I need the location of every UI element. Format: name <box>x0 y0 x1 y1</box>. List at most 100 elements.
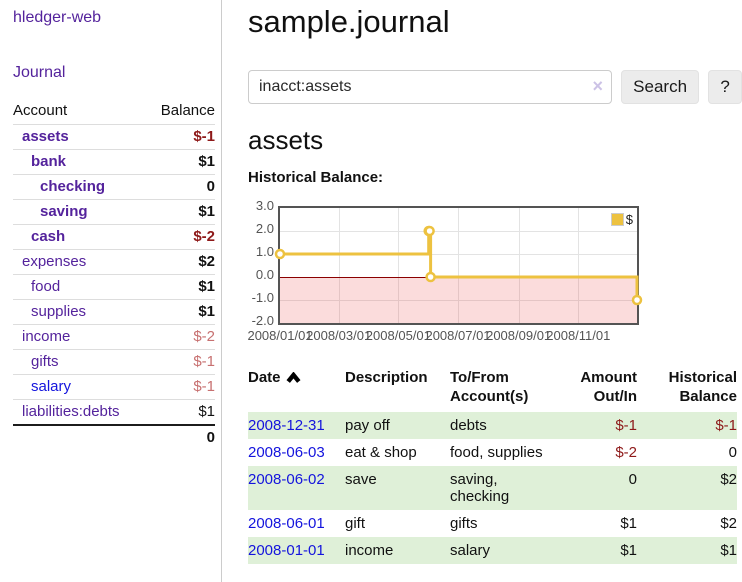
sort-chevron-up-icon <box>286 369 301 388</box>
account-balance: $2 <box>146 249 215 275</box>
gridline <box>338 208 340 323</box>
account-balance: $-1 <box>146 124 215 150</box>
gridline <box>578 208 580 323</box>
transaction-date-link[interactable]: 2008-01-01 <box>248 542 325 559</box>
search-button[interactable]: Search <box>621 70 700 104</box>
account-balance: $-1 <box>146 349 215 375</box>
account-link-income[interactable]: income <box>22 328 71 345</box>
account-link-gifts[interactable]: gifts <box>31 353 59 370</box>
y-axis: 3.0 2.0 1.0 0.0 -1.0 -2.0 <box>248 198 274 328</box>
main-content: sample.journal × Search ? assets Histori… <box>223 0 742 582</box>
account-row-expenses: expenses $2 <box>13 249 215 275</box>
account-link-supplies[interactable]: supplies <box>31 303 87 320</box>
account-link-assets[interactable]: assets <box>22 128 69 145</box>
register-header-date-label: Date <box>248 369 281 386</box>
account-row-salary: salary $-1 <box>13 374 215 400</box>
transaction-date-link[interactable]: 2008-06-03 <box>248 444 325 461</box>
app-title-link[interactable]: hledger-web <box>13 9 102 26</box>
data-point-marker <box>424 225 435 237</box>
register-header-tofrom: To/From Account(s) <box>450 369 529 405</box>
account-row-saving: saving $1 <box>13 199 215 225</box>
gridline <box>518 208 520 323</box>
x-axis-tick-label: 2008/01/01 <box>247 328 313 343</box>
account-row-checking: checking 0 <box>13 174 215 200</box>
transaction-description: income <box>345 537 450 564</box>
account-row-food: food $1 <box>13 274 215 300</box>
transaction-amount: $1 <box>565 537 637 564</box>
search-form: × Search ? <box>248 70 742 104</box>
account-balance: $1 <box>146 199 215 225</box>
transaction-balance: $2 <box>720 515 737 532</box>
y-axis-tick-label: 1.0 <box>255 244 274 259</box>
help-button[interactable]: ? <box>708 70 742 104</box>
account-balance: $1 <box>146 399 215 425</box>
transaction-amount: $1 <box>620 515 637 532</box>
accounts-header-balance: Balance <box>160 102 215 119</box>
account-balance: $1 <box>146 149 215 175</box>
account-link-bank[interactable]: bank <box>31 153 67 170</box>
x-axis-tick-label: 2008/03/01 <box>306 328 372 343</box>
register-row: 2008-01-01 income salary $1 $1 <box>248 537 737 564</box>
data-point-marker <box>425 271 436 283</box>
transaction-description: save <box>345 466 450 510</box>
transaction-date-link[interactable]: 2008-06-01 <box>248 515 325 532</box>
transaction-amount: 0 <box>565 466 637 510</box>
account-link-food[interactable]: food <box>31 278 61 295</box>
x-axis-tick-label: 2008/07/01 <box>425 328 491 343</box>
transaction-accounts: saving, checking <box>450 466 565 510</box>
transaction-balance: $2 <box>637 466 737 510</box>
account-heading: assets <box>248 125 324 155</box>
account-row-supplies: supplies $1 <box>13 299 215 325</box>
search-input[interactable] <box>248 70 612 104</box>
account-link-expenses[interactable]: expenses <box>22 253 87 270</box>
transaction-date-link[interactable]: 2008-06-02 <box>248 471 325 488</box>
data-point-marker <box>274 248 286 260</box>
transaction-accounts: salary <box>450 537 565 564</box>
data-point-marker <box>631 294 643 306</box>
chart-title: Historical Balance: <box>248 169 384 186</box>
transaction-date-link[interactable]: 2008-12-31 <box>248 417 325 434</box>
account-balance: $-1 <box>146 374 215 400</box>
transaction-amount: $-1 <box>565 412 637 439</box>
account-link-liabilities-debts[interactable]: liabilities:debts <box>22 403 120 420</box>
register-header-row: Date Description To/From Account(s) Amou… <box>248 366 737 412</box>
account-link-saving[interactable]: saving <box>40 203 88 220</box>
transaction-accounts: gifts <box>450 515 478 532</box>
register-header-date[interactable]: Date <box>248 366 345 412</box>
account-link-salary[interactable]: salary <box>31 378 72 395</box>
account-link-checking[interactable]: checking <box>40 178 106 195</box>
account-balance: $-2 <box>146 324 215 350</box>
clear-search-icon[interactable]: × <box>592 76 603 96</box>
account-row-income: income $-2 <box>13 324 215 350</box>
transaction-amount: $-2 <box>615 444 637 461</box>
negative-region <box>280 277 637 323</box>
legend-label: $ <box>625 212 633 227</box>
accounts-total-value: 0 <box>146 424 215 450</box>
register-row: 2008-06-03 eat & shop food, supplies $-2… <box>248 439 737 466</box>
sidebar: hledger-web Journal Account Balance asse… <box>0 0 222 582</box>
transaction-accounts: food, supplies <box>450 444 543 461</box>
register-header-balance: Historical Balance <box>668 369 737 405</box>
sidebar-item-journal[interactable]: Journal <box>13 64 66 81</box>
account-balance: 0 <box>146 174 215 200</box>
account-balance: $-2 <box>146 224 215 250</box>
accounts-table: Account Balance assets $-1 bank $1 check… <box>13 99 215 450</box>
accounts-total-row: 0 <box>13 424 215 450</box>
account-link-cash[interactable]: cash <box>31 228 66 245</box>
x-axis-tick-label: 2008/11/01 <box>546 328 611 343</box>
account-balance: $1 <box>146 299 215 325</box>
gridline <box>280 254 637 255</box>
account-balance: $1 <box>146 274 215 300</box>
transaction-balance: $1 <box>637 537 737 564</box>
transaction-description: eat & shop <box>345 444 417 461</box>
x-axis-tick-label: 2008/09/01 <box>486 328 552 343</box>
historical-balance-chart: 3.0 2.0 1.0 0.0 -1.0 -2.0 $ 2008/01/01 2008/03… <box>247 198 742 350</box>
register-header-description: Description <box>345 369 428 386</box>
register-row: 2008-06-02 save saving, checking 0 $2 <box>248 466 737 510</box>
transaction-balance: 0 <box>728 444 737 461</box>
register-row: 2008-12-31 pay off debts $-1 $-1 <box>248 412 737 439</box>
account-row-bank: bank $1 <box>13 149 215 175</box>
register-header-amount: Amount Out/In <box>580 369 637 405</box>
x-axis: 2008/01/01 2008/03/01 2008/05/01 2008/07/01… <box>247 328 742 346</box>
